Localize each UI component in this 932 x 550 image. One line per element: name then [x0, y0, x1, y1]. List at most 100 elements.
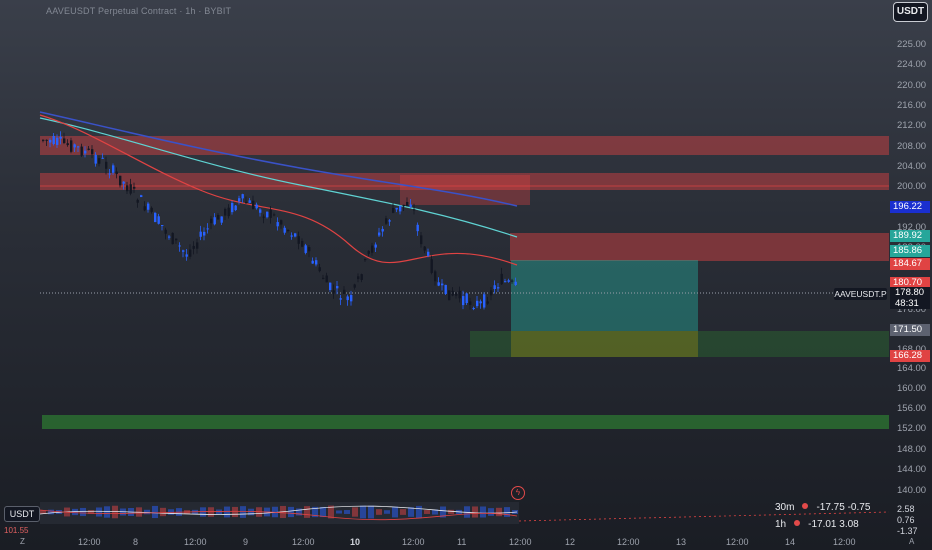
indicator-bar — [96, 507, 102, 517]
candle-body — [392, 207, 395, 213]
candle-body — [59, 136, 62, 139]
candle-body — [234, 205, 237, 211]
indicator-bar — [400, 509, 406, 515]
indicator-bar — [472, 506, 478, 518]
price-axis-label: 212.00 — [897, 120, 927, 131]
indicator-bar — [144, 509, 150, 515]
candle-body — [500, 273, 503, 285]
candle-body — [381, 228, 384, 232]
indicator-currency-button[interactable]: USDT — [4, 506, 40, 522]
candle-body — [350, 295, 353, 302]
candle-body — [175, 238, 178, 241]
currency-button[interactable]: USDT — [893, 2, 928, 22]
candle-body — [238, 198, 241, 202]
candle-body — [161, 225, 164, 227]
candle-body — [486, 301, 489, 304]
candle-body — [77, 146, 80, 148]
current-price: 178.80 — [895, 287, 925, 298]
candle-body — [409, 204, 412, 207]
indicator-timeframe: 1h — [775, 519, 787, 530]
indicator-values: -17.01 3.08 — [808, 519, 859, 530]
candle-body — [203, 231, 206, 236]
candle-body — [140, 195, 143, 198]
candle-body — [493, 285, 496, 289]
candle-body — [252, 200, 255, 210]
candle-body — [94, 154, 97, 164]
indicator-bar — [288, 506, 294, 518]
candle-body — [210, 218, 213, 224]
price-axis-label: 225.00 — [897, 39, 927, 50]
candle-body — [283, 227, 286, 233]
candle-body — [164, 229, 167, 234]
time-axis-label: 11 — [457, 537, 467, 547]
candle-body — [374, 244, 377, 248]
candle-body — [437, 282, 440, 286]
candle-body — [206, 228, 209, 230]
candle-body — [52, 135, 55, 145]
time-axis-label: 12:00 — [292, 537, 315, 547]
time-axis-label: 12:00 — [184, 537, 207, 547]
indicator-bar — [152, 505, 158, 519]
target-zone — [511, 260, 698, 331]
indicator-bar — [352, 507, 358, 517]
candle-body — [514, 281, 517, 286]
candle-body — [371, 245, 374, 253]
time-axis-label: 13 — [676, 537, 687, 547]
indicator-bar — [368, 505, 374, 519]
indicator-projection — [518, 511, 890, 522]
price-axis-label: 144.00 — [897, 464, 927, 475]
candle-body — [56, 137, 59, 145]
candle-body — [63, 138, 66, 143]
zoom-reset-icon[interactable]: Z — [20, 537, 25, 546]
lightning-icon[interactable]: ϟ — [511, 486, 525, 500]
auto-scale-icon[interactable]: A — [909, 537, 915, 546]
price-axis-label: 208.00 — [897, 141, 927, 152]
candle-body — [423, 246, 426, 251]
candle-body — [304, 245, 307, 253]
resistance-zone — [510, 233, 889, 261]
time-axis-label: 12 — [565, 537, 576, 547]
indicator-bar — [440, 506, 446, 518]
candle-body — [476, 300, 479, 307]
indicator-row: 1h -17.01 3.08 — [775, 519, 859, 530]
indicator-bar — [160, 507, 166, 517]
candle-body — [147, 203, 150, 210]
ma-mid — [39, 117, 518, 238]
price-tag: 196.22 — [890, 201, 930, 213]
candle-body — [276, 222, 279, 227]
candle-body — [129, 184, 132, 194]
candle-body — [157, 216, 160, 224]
price-tag: 185.86 — [890, 245, 930, 257]
price-axis-label: 176.00 — [897, 304, 927, 315]
candle-body — [168, 236, 171, 238]
price-axis-label: 200.00 — [897, 181, 927, 192]
candle-body — [339, 298, 342, 300]
candle-body — [98, 158, 101, 164]
candle-body — [49, 140, 52, 143]
candle-body — [462, 296, 465, 306]
candle-body — [427, 251, 430, 256]
price-axis-label: 160.00 — [897, 383, 927, 394]
candle-body — [227, 207, 230, 217]
candle-body — [42, 139, 45, 141]
indicator-bar — [248, 508, 254, 516]
candle-body — [318, 267, 321, 272]
indicator-bar — [496, 507, 502, 517]
candle-body — [182, 250, 185, 252]
indicator-bar — [216, 509, 222, 515]
candle-body — [308, 247, 311, 252]
indicator-row: 30m -17.75 -0.75 — [775, 502, 870, 513]
candle-body — [297, 236, 300, 244]
indicator-bar — [376, 509, 382, 515]
indicator-bar — [104, 506, 110, 518]
demand-zone — [470, 331, 889, 357]
candle-body — [367, 250, 370, 254]
price-axis-label: 164.00 — [897, 363, 927, 374]
indicator-bar — [240, 506, 246, 518]
candle-body — [185, 254, 188, 257]
time-axis-label: 9 — [243, 537, 249, 547]
indicator-pane — [40, 502, 519, 524]
candle-body — [70, 140, 73, 152]
